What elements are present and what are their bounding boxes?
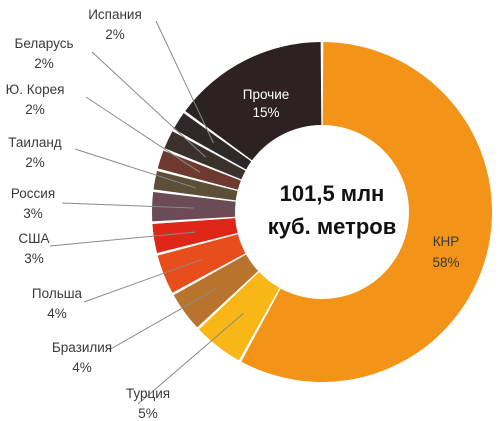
slice-value-2: 4% (72, 360, 92, 375)
slice-label-6: Таиланд (8, 135, 62, 150)
slice-labels-group: КНР 58% Турция 5% Бразилия 4% Польша 4% США 3% Рос… (6, 7, 460, 421)
slice-value-3: 4% (47, 306, 67, 321)
donut-slice-4 (152, 218, 238, 253)
donut-slice-1 (198, 272, 280, 361)
leader-line-2 (108, 287, 219, 351)
slice-value-1: 5% (138, 406, 158, 421)
leader-line-5 (61, 202, 194, 209)
donut-slice-8 (164, 131, 246, 180)
leader-line-6 (74, 148, 196, 189)
donut-slice-2 (173, 254, 259, 328)
slice-value-8: 2% (34, 56, 54, 71)
leader-line-1 (137, 313, 244, 405)
donut-slice-0 (241, 42, 492, 382)
slice-label-2: Бразилия (52, 340, 112, 355)
slice-value-9: 2% (105, 27, 125, 42)
slice-label-7: Ю. Корея (6, 82, 65, 97)
leader-line-4 (49, 231, 196, 247)
center-label-line-2: куб. метров (268, 214, 396, 239)
donut-slice-3 (157, 234, 246, 293)
slice-label-1: Турция (126, 386, 170, 401)
slice-value-0: 58% (432, 255, 459, 270)
slice-value-7: 2% (25, 102, 45, 117)
donut-slice-6 (153, 171, 238, 201)
slice-label-0: КНР (433, 234, 460, 249)
slice-label-3: Польша (32, 286, 83, 301)
leader-lines-group (49, 20, 244, 405)
center-label-line-1: 101,5 млн (280, 181, 385, 206)
leader-line-7 (85, 96, 201, 173)
slice-value-5: 3% (23, 206, 43, 221)
slice-value-6: 2% (25, 155, 45, 170)
leader-line-9 (155, 20, 214, 144)
donut-hole (236, 126, 408, 298)
leader-line-8 (91, 51, 207, 158)
slice-value-4: 3% (24, 251, 44, 266)
slices-group (152, 42, 492, 382)
donut-slice-5 (152, 192, 236, 222)
donut-slice-10 (185, 42, 322, 161)
slice-value-10: 15% (252, 105, 279, 120)
slice-label-4: США (18, 231, 49, 246)
slice-label-9: Испания (88, 7, 142, 22)
slice-label-5: Россия (11, 186, 55, 201)
leader-line-3 (83, 258, 203, 303)
donut-slice-7 (157, 150, 241, 190)
slice-label-10: Прочие (243, 87, 290, 102)
slice-label-8: Беларусь (14, 36, 73, 51)
